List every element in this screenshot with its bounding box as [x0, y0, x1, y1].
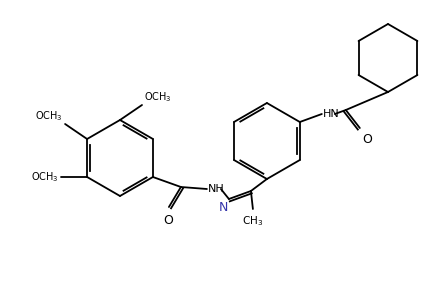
Text: O: O: [362, 133, 372, 146]
Text: OCH$_3$: OCH$_3$: [35, 109, 63, 123]
Text: O: O: [163, 214, 173, 227]
Text: OCH$_3$: OCH$_3$: [144, 90, 172, 104]
Text: NH: NH: [208, 184, 225, 194]
Text: N: N: [219, 201, 228, 214]
Text: OCH$_3$: OCH$_3$: [31, 170, 59, 184]
Text: CH$_3$: CH$_3$: [242, 214, 264, 228]
Text: HN: HN: [323, 109, 339, 119]
